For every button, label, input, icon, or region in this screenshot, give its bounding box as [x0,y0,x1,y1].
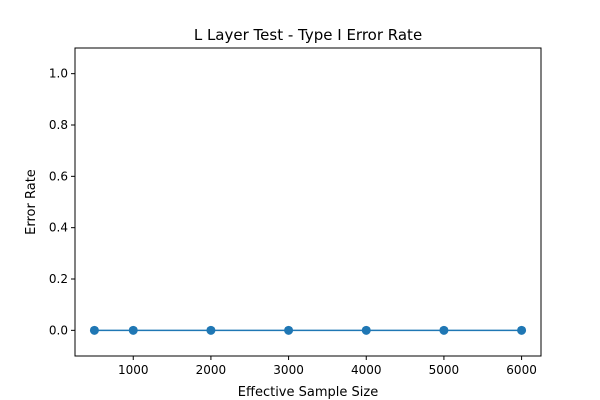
x-axis-label: Effective Sample Size [238,385,378,400]
data-point [361,325,371,335]
plot-area: 1000 2000 3000 4000 5000 6000 0.0 0.2 0.4 0.6 0.8 1… [49,47,542,377]
y-tick-label: 0.8 [49,118,68,132]
data-point [128,325,138,335]
y-tick-label: 0.4 [49,221,68,235]
x-tick-label: 4000 [351,363,382,377]
x-tick-label: 2000 [196,363,227,377]
y-tick-label: 0.0 [49,323,68,337]
x-tick-label: 5000 [429,363,460,377]
chart-title: L Layer Test - Type I Error Rate [194,26,422,44]
y-tick-label: 0.6 [49,169,68,183]
data-point [206,325,216,335]
y-tick-label: 1.0 [49,67,68,81]
x-tick-label: 6000 [506,363,537,377]
y-axis-label: Error Rate [24,169,39,235]
x-tick-label: 3000 [273,363,304,377]
y-tick-label: 0.2 [49,272,68,286]
data-point [439,325,449,335]
data-point [284,325,294,335]
data-point [517,325,527,335]
axes-frame [74,47,542,357]
x-tick-label: 1000 [118,363,149,377]
data-point [89,325,99,335]
